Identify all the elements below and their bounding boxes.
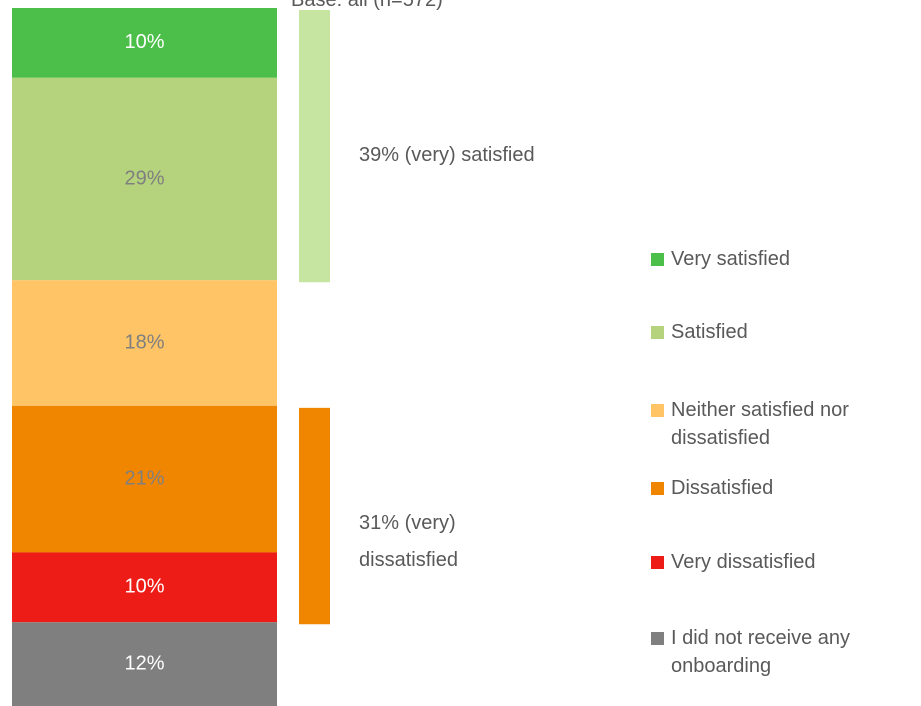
bar-segment xyxy=(12,280,277,406)
bracket xyxy=(299,407,330,625)
value-label: 12% xyxy=(124,652,164,674)
legend-swatch xyxy=(651,326,664,339)
value-label: 18% xyxy=(124,331,164,353)
legend-item: Dissatisfied xyxy=(651,474,919,502)
legend-swatch xyxy=(651,632,664,645)
legend-label: Dissatisfied xyxy=(671,477,774,499)
value-label: 10% xyxy=(124,31,164,53)
annotation: 39% (very) satisfied xyxy=(359,144,535,166)
legend-label: Very satisfied xyxy=(671,248,790,270)
legend-swatch xyxy=(651,253,664,266)
bar-segment xyxy=(12,77,277,281)
value-label: 10% xyxy=(124,576,164,598)
legend-label: Very dissatisfied xyxy=(671,551,816,573)
bar-segment xyxy=(12,552,277,623)
bar-segment xyxy=(12,8,277,78)
bar-segment xyxy=(12,405,277,553)
legend-swatch xyxy=(651,404,664,417)
legend-label: I did not receive any onboarding xyxy=(671,627,850,677)
value-label: 29% xyxy=(124,167,164,189)
legend-item: Satisfied xyxy=(651,318,919,346)
subtitle: Base: all (n=572) xyxy=(291,0,443,11)
legend-swatch xyxy=(651,556,664,569)
legend-label: Neither satisfied nor dissatisfied xyxy=(671,399,849,449)
value-label: 21% xyxy=(124,467,164,489)
bar-segment xyxy=(12,622,277,706)
bracket xyxy=(299,10,330,283)
annotation: 31% (very) dissatisfied xyxy=(359,512,458,571)
legend-item: I did not receive any onboarding xyxy=(651,624,919,680)
legend-item: Very dissatisfied xyxy=(651,548,919,576)
legend-swatch xyxy=(651,482,664,495)
legend-item: Very satisfied xyxy=(651,245,919,273)
legend-label: Satisfied xyxy=(671,321,748,343)
legend-item: Neither satisfied nor dissatisfied xyxy=(651,396,919,452)
